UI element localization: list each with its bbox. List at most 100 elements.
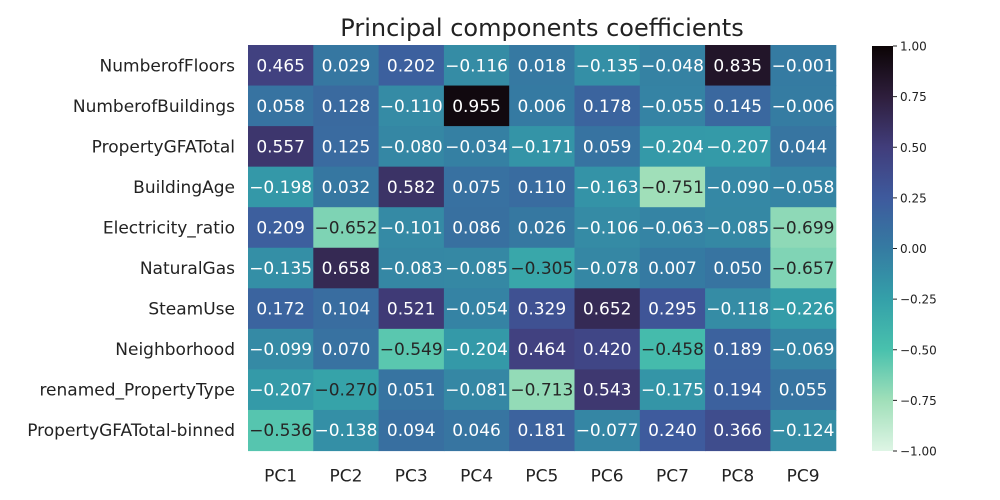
heatmap-cell-r4-c8 xyxy=(770,207,837,249)
cell-value-r9-c6: 0.240 xyxy=(648,421,697,441)
cell-value-r4-c5: −0.106 xyxy=(576,218,639,238)
heatmap-cell-r5-c6 xyxy=(639,247,706,289)
heatmap-cell-r2-c2 xyxy=(378,126,445,168)
cell-value-r3-c3: 0.075 xyxy=(452,178,501,198)
cell-value-r7-c6: −0.458 xyxy=(641,340,704,360)
colorbar-tick-label: 0.75 xyxy=(900,90,927,104)
heatmap-cell-r8-c4 xyxy=(509,369,576,411)
cell-value-r2-c8: 0.044 xyxy=(779,137,828,157)
heatmap-cell-r4-c4 xyxy=(509,207,576,249)
cell-value-r5-c5: −0.078 xyxy=(576,259,639,279)
heatmap-cell-r4-c5 xyxy=(574,207,641,249)
cell-value-r6-c7: −0.118 xyxy=(706,300,769,320)
heatmap-cell-r8-c3 xyxy=(443,369,510,411)
cell-value-r2-c6: −0.204 xyxy=(641,137,704,157)
colorbar-gradient xyxy=(872,46,893,451)
heatmap-cell-r2-c3 xyxy=(443,126,510,168)
cell-value-r8-c5: 0.543 xyxy=(583,381,632,401)
heatmap-cell-r9-c7 xyxy=(705,409,771,452)
cell-value-r6-c5: 0.652 xyxy=(583,300,632,320)
heatmap-cell-r1-c4 xyxy=(509,85,576,127)
cell-value-r9-c0: −0.536 xyxy=(249,421,312,441)
heatmap-cell-r5-c0 xyxy=(248,247,314,289)
cell-value-r8-c3: −0.081 xyxy=(445,381,508,401)
column-label: PC8 xyxy=(721,467,754,487)
cell-value-r0-c0: 0.465 xyxy=(256,56,305,76)
heatmap-cell-r7-c1 xyxy=(313,328,380,370)
heatmap-cell-r1-c8 xyxy=(770,85,837,127)
cell-value-r7-c3: −0.204 xyxy=(445,340,508,360)
heatmap-cell-r8-c7 xyxy=(705,369,771,411)
heatmap-cell-r5-c7 xyxy=(705,247,771,289)
heatmap-cell-r0-c8 xyxy=(770,45,837,87)
row-label: NumberofFloors xyxy=(100,56,236,76)
heatmap-cells xyxy=(248,45,837,452)
cell-value-r3-c6: −0.751 xyxy=(641,178,704,198)
cell-value-r3-c1: 0.032 xyxy=(322,178,371,198)
heatmap-cell-r6-c3 xyxy=(443,288,510,330)
row-label: NaturalGas xyxy=(140,259,235,279)
row-label: PropertyGFATotal xyxy=(92,137,235,157)
cell-value-r6-c0: 0.172 xyxy=(256,300,305,320)
heatmap-cell-r3-c5 xyxy=(574,166,641,208)
row-label: renamed_PropertyType xyxy=(39,381,235,401)
colorbar-tick-label: −0.75 xyxy=(900,394,937,408)
heatmap-cell-r2-c7 xyxy=(705,126,771,168)
cell-value-r3-c4: 0.110 xyxy=(518,178,567,198)
cell-value-r5-c4: −0.305 xyxy=(510,259,573,279)
cell-value-r8-c2: 0.051 xyxy=(387,381,436,401)
row-labels: NumberofFloors NumberofBuildings PropertyG… xyxy=(27,56,235,441)
cell-value-r5-c6: 0.007 xyxy=(648,259,697,279)
heatmap-cell-r0-c0 xyxy=(248,45,314,87)
cell-value-r9-c7: 0.366 xyxy=(713,421,762,441)
heatmap-cell-r6-c7 xyxy=(705,288,771,330)
colorbar-tick-label: 0.00 xyxy=(900,242,927,256)
cell-value-r5-c0: −0.135 xyxy=(249,259,312,279)
cell-value-r6-c6: 0.295 xyxy=(648,300,697,320)
heatmap-cell-r0-c7 xyxy=(705,45,771,87)
heatmap-cell-r7-c8 xyxy=(770,328,837,370)
heatmap-cell-r0-c2 xyxy=(378,45,445,87)
cell-value-r0-c6: −0.048 xyxy=(641,56,704,76)
heatmap-cell-r3-c2 xyxy=(378,166,445,208)
heatmap-cell-r3-c8 xyxy=(770,166,837,208)
cell-value-r9-c5: −0.077 xyxy=(576,421,639,441)
cell-value-r4-c7: −0.085 xyxy=(706,218,769,238)
heatmap-cell-r8-c2 xyxy=(378,369,445,411)
column-label: PC7 xyxy=(656,467,689,487)
cell-value-r5-c3: −0.085 xyxy=(445,259,508,279)
cell-value-r7-c4: 0.464 xyxy=(518,340,567,360)
colorbar-tick-label: 1.00 xyxy=(900,40,927,54)
cell-value-r5-c8: −0.657 xyxy=(772,259,835,279)
heatmap-cell-r3-c7 xyxy=(705,166,771,208)
heatmap-cell-r6-c2 xyxy=(378,288,445,330)
cell-value-r1-c0: 0.058 xyxy=(256,97,305,117)
heatmap-cell-r2-c0 xyxy=(248,126,314,168)
heatmap-cell-r8-c5 xyxy=(574,369,641,411)
colorbar-tick-label: −0.50 xyxy=(900,343,937,357)
row-label: NumberofBuildings xyxy=(73,97,235,117)
heatmap-cell-r9-c5 xyxy=(574,409,641,452)
cell-value-r4-c0: 0.209 xyxy=(256,218,305,238)
cell-value-r8-c1: −0.270 xyxy=(314,381,377,401)
cell-value-r0-c1: 0.029 xyxy=(322,56,371,76)
heatmap-cell-r4-c6 xyxy=(639,207,706,249)
heatmap-cell-r9-c3 xyxy=(443,409,510,452)
heatmap-cell-r8-c1 xyxy=(313,369,380,411)
heatmap-cell-r6-c0 xyxy=(248,288,314,330)
row-label: Electricity_ratio xyxy=(103,218,235,238)
cell-value-r6-c4: 0.329 xyxy=(518,300,567,320)
chart-title: Principal components coefficients xyxy=(340,14,743,42)
heatmap-cell-r1-c5 xyxy=(574,85,641,127)
heatmap-cell-r5-c5 xyxy=(574,247,641,289)
heatmap-cell-r0-c5 xyxy=(574,45,641,87)
colorbar-tick-label: −0.25 xyxy=(900,293,937,307)
heatmap-cell-r5-c1 xyxy=(313,247,380,289)
cell-value-r0-c4: 0.018 xyxy=(518,56,567,76)
cell-value-r7-c0: −0.099 xyxy=(249,340,312,360)
heatmap-cell-r7-c6 xyxy=(639,328,706,370)
cell-value-r6-c1: 0.104 xyxy=(322,300,371,320)
cell-value-r6-c2: 0.521 xyxy=(387,300,436,320)
heatmap-cell-r6-c1 xyxy=(313,288,380,330)
